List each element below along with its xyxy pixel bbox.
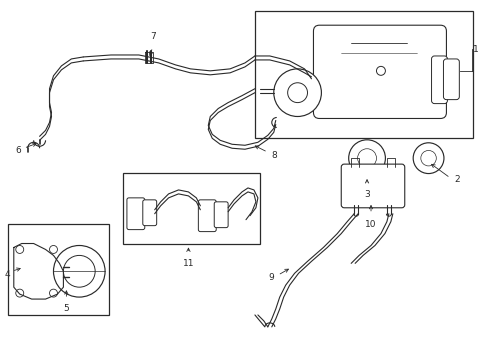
Text: 3: 3 [364, 190, 369, 199]
Circle shape [348, 140, 385, 176]
Text: 11: 11 [183, 260, 194, 269]
Text: 2: 2 [453, 175, 459, 184]
FancyBboxPatch shape [127, 198, 144, 230]
Circle shape [412, 143, 443, 174]
Text: 10: 10 [365, 220, 376, 229]
Text: 1: 1 [472, 45, 478, 54]
Circle shape [376, 66, 385, 75]
FancyBboxPatch shape [313, 25, 446, 118]
Circle shape [16, 246, 24, 253]
Bar [254, 11, 472, 138]
Circle shape [63, 255, 95, 287]
FancyBboxPatch shape [431, 56, 447, 104]
FancyBboxPatch shape [214, 202, 228, 228]
Circle shape [53, 246, 105, 297]
Circle shape [420, 150, 435, 166]
Circle shape [357, 149, 376, 168]
FancyBboxPatch shape [198, 200, 216, 231]
Text: 5: 5 [63, 304, 69, 313]
Circle shape [49, 246, 57, 253]
FancyBboxPatch shape [341, 164, 404, 208]
Bar [122, 173, 259, 244]
FancyBboxPatch shape [142, 200, 156, 226]
FancyBboxPatch shape [443, 59, 458, 100]
Circle shape [287, 83, 307, 103]
Text: 4: 4 [5, 270, 11, 279]
Text: 7: 7 [149, 32, 155, 41]
Circle shape [16, 289, 24, 297]
Text: 8: 8 [271, 151, 277, 160]
Text: 9: 9 [267, 273, 273, 282]
Circle shape [49, 289, 57, 297]
Circle shape [273, 69, 321, 117]
Text: 6: 6 [15, 146, 20, 155]
Bar [8, 224, 109, 315]
